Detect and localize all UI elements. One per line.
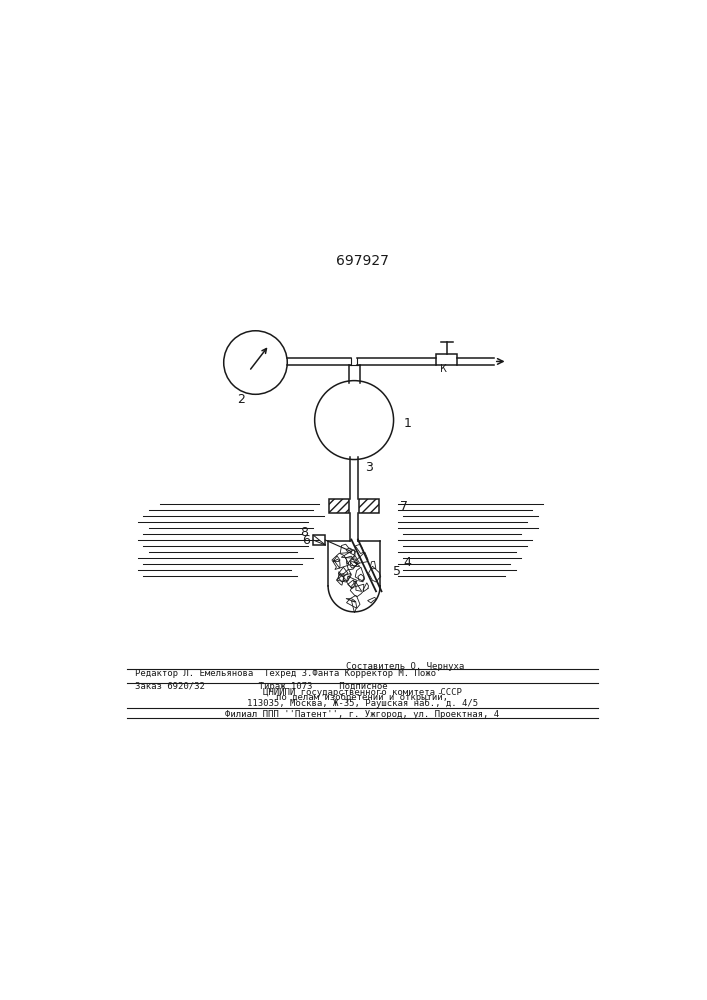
Text: по делам изобретений и открытий,: по делам изобретений и открытий, <box>276 693 448 702</box>
Text: 697927: 697927 <box>336 254 389 268</box>
Text: 1: 1 <box>404 417 411 430</box>
Text: ЦНИИПИ государственного комитета СССР: ЦНИИПИ государственного комитета СССР <box>263 688 462 697</box>
Text: Заказ 6920/32          Тираж 1073     Подписное: Заказ 6920/32 Тираж 1073 Подписное <box>135 682 387 691</box>
Text: 6: 6 <box>302 534 310 547</box>
Text: 4: 4 <box>403 556 411 569</box>
Text: 113035, Москва, Ж-35, Раушская наб., д. 4/5: 113035, Москва, Ж-35, Раушская наб., д. … <box>247 699 478 708</box>
Text: 7: 7 <box>400 500 408 513</box>
Bar <box>436 354 457 365</box>
Text: 3: 3 <box>366 461 373 474</box>
Text: Редактор Л. Емельянова  Техред З.Фанта Корректор М. Пожо: Редактор Л. Емельянова Техред З.Фанта Ко… <box>135 669 436 678</box>
Text: 8: 8 <box>300 526 308 539</box>
Text: Составитель О. Чернуха: Составитель О. Чернуха <box>260 662 464 671</box>
Text: 2: 2 <box>237 393 245 406</box>
Text: К: К <box>440 364 447 374</box>
Text: 5: 5 <box>393 565 401 578</box>
Bar <box>359 499 379 513</box>
Bar <box>313 535 325 545</box>
Text: Филиал ППП ''Патент'', г. Ужгород, ул. Проектная, 4: Филиал ППП ''Патент'', г. Ужгород, ул. П… <box>226 710 499 719</box>
Bar <box>329 499 349 513</box>
